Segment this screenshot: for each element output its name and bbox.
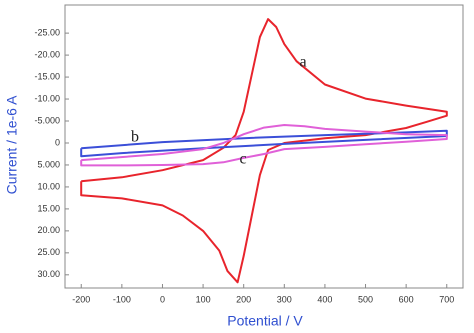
- x-tick-label: 400: [317, 294, 332, 304]
- y-tick-label: -5.000: [34, 115, 60, 125]
- y-tick-label: -10.00: [34, 93, 60, 103]
- y-tick-label: 25.00: [37, 247, 60, 257]
- y-tick-label: 15.00: [37, 203, 60, 213]
- y-tick-label: 10.00: [37, 181, 60, 191]
- y-tick-label: 0: [55, 137, 60, 147]
- x-tick-label: 300: [277, 294, 292, 304]
- x-tick-label: 200: [236, 294, 251, 304]
- y-tick-label: -25.00: [34, 27, 60, 37]
- y-tick-label: 5.000: [37, 159, 60, 169]
- plot-frame: [64, 4, 464, 289]
- x-axis-title: Potential / V: [227, 313, 303, 329]
- x-tick-label: -100: [113, 294, 131, 304]
- x-tick-label: 100: [196, 294, 211, 304]
- x-tick-label: 0: [160, 294, 165, 304]
- x-tick-label: -200: [72, 294, 90, 304]
- x-tick-label: 600: [399, 294, 414, 304]
- y-axis-title: Current / 1e-6 A: [4, 95, 20, 194]
- x-tick-label: 700: [439, 294, 454, 304]
- cv-curve: [80, 18, 448, 284]
- curve-label: c: [239, 151, 246, 168]
- cv-curve: [80, 124, 448, 167]
- y-tick-label: 20.00: [37, 225, 60, 235]
- x-tick-label: 500: [358, 294, 373, 304]
- curve-label: a: [299, 54, 306, 71]
- y-tick-label: -20.00: [34, 49, 60, 59]
- y-tick-label: -15.00: [34, 71, 60, 81]
- curve-label: b: [131, 129, 139, 146]
- y-tick-label: 30.00: [37, 269, 60, 279]
